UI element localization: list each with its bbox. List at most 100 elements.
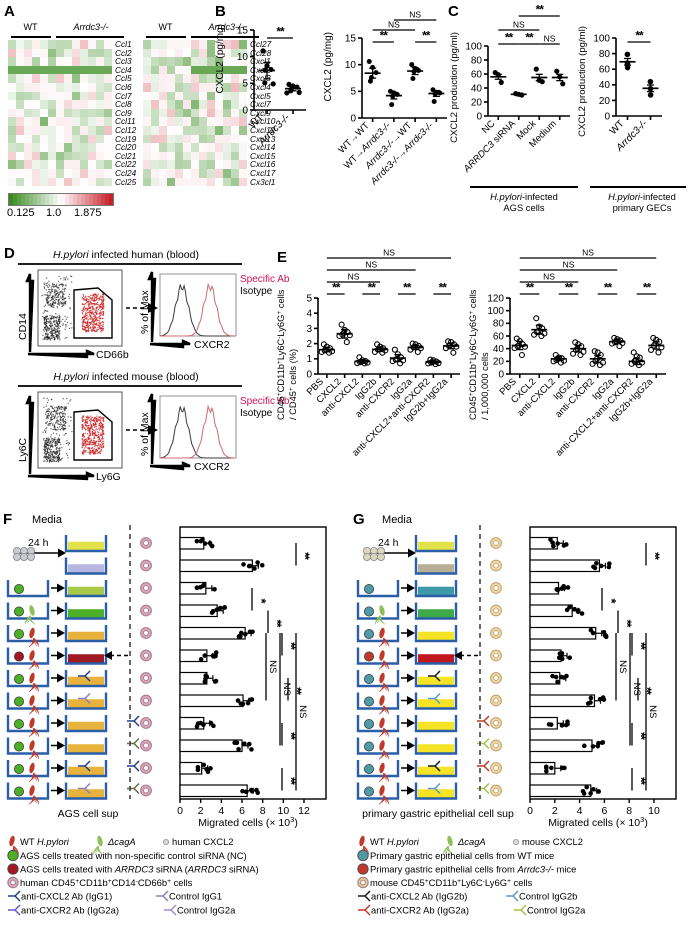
heatmap-cell [223,151,231,161]
arrow-head [57,583,65,593]
significance-label: ** [422,29,431,43]
heatmap-cell [199,48,207,58]
significance-label: ** [403,281,412,295]
y-tick-label: 120 [487,293,504,304]
heatmap-cell [223,177,231,187]
heatmap-cell [167,40,175,49]
heatmap-cell [56,168,64,178]
data-point [208,720,214,726]
arrow-head [407,583,415,593]
heatmap-cell [167,160,175,169]
cell-cluster-icon [362,547,385,562]
significance-label: ** [284,777,298,785]
heatmap-cell [16,65,24,75]
hist-x-label: CXCR2 [194,339,230,351]
heatmap-cell [72,134,80,144]
culture-well-icon [414,580,458,598]
data-point [214,607,220,612]
significance-label: NS [383,248,395,258]
significance-label: * [604,598,619,604]
gene-label: Ccl2 [115,47,132,58]
heatmap-cell [104,125,112,135]
epithelial-cell-icon [363,718,374,729]
chart-c2: 0 20 40 60 80 100 WT Arrdc3-/- ** CXCL2 productio… [577,8,686,213]
heatmap-cell [96,143,104,152]
culture-well-icon [414,647,458,665]
heatmap-cell [80,160,88,169]
red-cell-icon [7,863,19,875]
heatmap-cell [199,74,207,83]
data-point [240,788,245,794]
data-point [539,79,545,85]
epithelial-cell-icon [363,606,374,617]
heatmap-cell [32,74,40,83]
heatmap-cell [183,125,191,135]
data-point [603,633,609,639]
significance-label: ** [620,620,634,628]
data-point [619,339,626,347]
heatmap-cell [16,177,24,187]
epithelial-cell-icon [13,629,24,640]
heatmap-cell [199,134,207,144]
significance-label: ** [505,31,514,45]
culture-well-icon [356,602,400,620]
heatmap-cell [40,100,48,109]
significance-label: NS [631,683,642,696]
heatmap-cell [24,74,32,83]
footer-species: H.pylori [490,190,522,202]
flow-x-label: Ly6G [96,471,121,483]
control-igg2b-icon [428,782,441,795]
arrow-head [407,786,415,795]
heatmap-cell [231,117,239,126]
heatmap-cell [72,117,80,126]
heatmap-cell [88,108,96,118]
hpylori-cagA-icon [93,835,104,856]
heatmap-cell [151,57,159,66]
x-tick-label: 0 [527,805,533,817]
data-point [561,585,567,591]
heatmap-cell [175,151,183,161]
neutrophil-icon [140,604,152,617]
colorbar-segment [25,194,29,205]
heatmap-cell [8,151,16,161]
colorbar-segment [101,194,105,205]
significance-label: NS [365,260,377,270]
heatmap-cell [239,82,247,92]
data-point [195,721,201,726]
heatmap-cell [72,143,80,152]
heatmap-cell [8,65,16,75]
hpylori-wt-icon [378,785,389,805]
hpylori-cagA-icon [25,605,36,625]
chart-b2: 0 5 10 15 WT→WT WT→Arrdc3-/- Arrdc3-/-→WT Arrdc… [323,8,450,188]
heatmap-cell [167,48,175,58]
heatmap-cell [80,117,88,126]
neutrophil-icon [140,717,152,729]
heatmap-cell [191,160,199,169]
gene-label: Cxcl14 [250,142,276,153]
significance-label: ** [643,281,652,295]
hist-y-label: % of Max [139,289,151,334]
y-tick-label: 60 [599,65,611,76]
data-point [550,673,555,679]
y-axis-label-svg: CD45+CD11b+Ly6C-Ly6G+ cells/ CD45+ cells… [276,289,299,420]
significance-label: NS [409,10,421,20]
y-axis-line1: CD45+CD11b+Ly6C-Ly6G+ cells [276,289,287,420]
data-point [409,62,415,68]
data-point [248,787,254,793]
heatmap-cell [72,74,80,83]
heatmap-cell [32,134,40,144]
epithelial-cell-icon [363,629,374,640]
significance-label: ** [270,620,284,628]
y-axis-label: CD45+CD11b+Ly6C-Ly6G+ cells/ 1,000,000 c… [464,270,494,420]
heatmap-cell [32,108,40,118]
data-point [554,587,560,592]
anti-cxcl2-ab-icon [428,670,441,682]
colorbar-segment [53,194,57,205]
data-point [588,791,593,796]
heatmap-cell [72,108,80,118]
hist-x-arrow [149,339,191,349]
colorbar-segment [17,194,21,205]
colorbar-segment [49,194,53,205]
heatmap-cell [64,168,72,178]
heatmap-cell [191,40,199,49]
